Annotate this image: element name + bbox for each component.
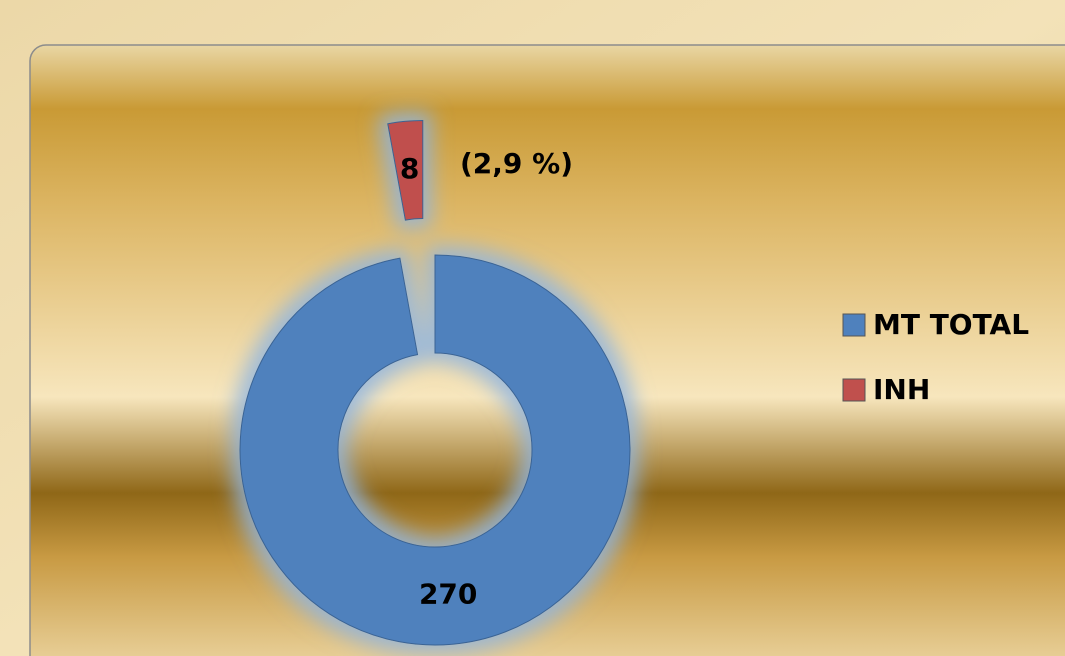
donut — [239, 120, 631, 646]
legend-label: INH — [873, 373, 930, 406]
value-label: 270 — [419, 577, 477, 610]
legend-swatch — [842, 313, 866, 337]
annotation: (2,9 %) — [460, 147, 573, 180]
value-label: 8 — [400, 152, 419, 185]
slice — [387, 120, 424, 221]
legend-swatch — [842, 378, 866, 402]
legend-label: MT TOTAL — [873, 308, 1029, 341]
slice — [239, 254, 631, 646]
